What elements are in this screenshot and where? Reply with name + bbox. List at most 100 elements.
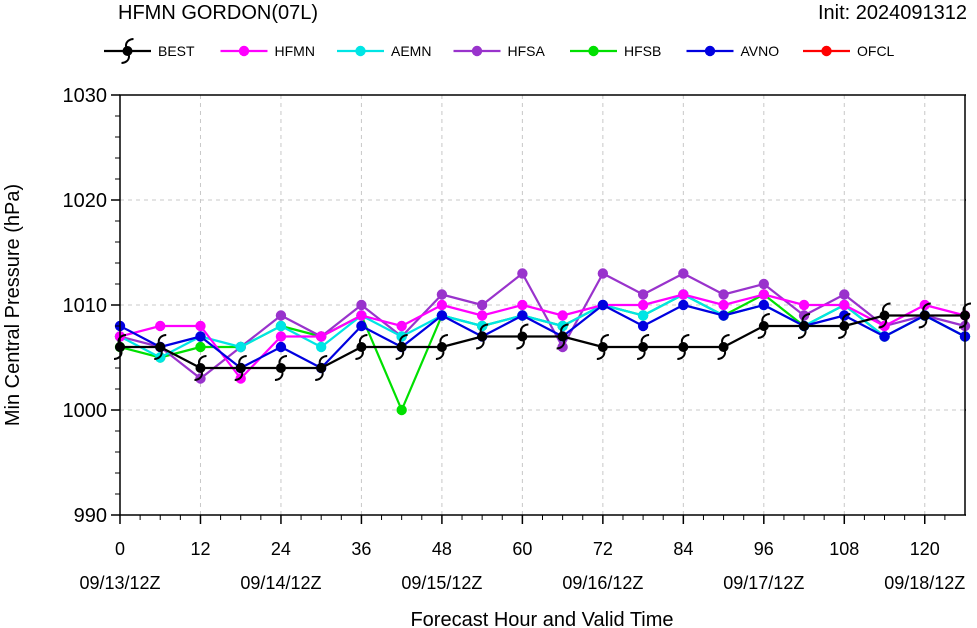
y-tick-label: 1000 (63, 400, 108, 422)
y-tick-label: 1010 (63, 295, 108, 317)
x-date-label: 09/15/12Z (401, 573, 482, 593)
legend-marker-best (121, 38, 134, 64)
x-tick-label: 48 (432, 539, 452, 559)
y-tick-label: 1030 (63, 85, 108, 107)
best-track-marker (677, 334, 690, 360)
legend-label-ofcl: OFCL (857, 43, 895, 59)
legend-label-hfmn: HFMN (275, 43, 315, 59)
best-track-marker (918, 302, 931, 329)
data-point-hfmn (517, 299, 528, 311)
data-point-hfmn (356, 310, 367, 321)
data-point-avno (597, 299, 609, 311)
y-tick-label: 1020 (63, 190, 108, 212)
legend-item-hfmn: HFMN (220, 43, 315, 59)
legend-item-ofcl: OFCL (803, 43, 895, 59)
legend-label-best: BEST (158, 43, 195, 59)
data-point-hfsa (356, 299, 367, 311)
legend-item-avno: AVNO (686, 43, 779, 59)
data-point-hfmn (476, 310, 488, 321)
x-tick-label: 84 (673, 539, 693, 559)
legend-item-hfsb: HFSB (570, 43, 661, 59)
data-point-avno (718, 310, 729, 321)
data-point-hfmn (798, 299, 810, 311)
axes: 990 1000 1010 1020 1030 0 12 24 36 48 60 72 84 96 108 1… (63, 85, 966, 593)
legend-marker-hfmn (238, 45, 250, 57)
chart-title: HFMN GORDON(07L) (118, 2, 318, 24)
best-track-marker (596, 334, 609, 360)
best-track-marker (556, 323, 569, 350)
best-track-marker (355, 334, 368, 360)
best-track-marker (154, 334, 167, 360)
best-track-marker (435, 334, 448, 360)
data-point-hfsa (436, 289, 448, 300)
data-point-hfsa (517, 268, 528, 279)
legend-item-hfsa: HFSA (453, 43, 546, 59)
data-point-hfsa (476, 299, 488, 311)
data-point-aemn (235, 341, 246, 353)
series-layer (113, 268, 972, 416)
data-point-aemn (315, 341, 327, 353)
x-date-label: 09/13/12Z (79, 573, 160, 593)
data-point-hfmn (678, 289, 689, 300)
data-point-aemn (275, 320, 287, 332)
best-track-marker (717, 334, 730, 360)
best-track-marker (274, 355, 288, 381)
best-track-marker (757, 313, 770, 339)
data-point-hfmn (436, 299, 448, 311)
data-point-hfmn (637, 299, 649, 311)
best-track-marker (395, 334, 408, 360)
legend-label-aemn: AEMN (391, 43, 431, 59)
x-date-label: 09/14/12Z (240, 573, 321, 593)
data-point-hfsa (839, 289, 850, 300)
x-tick-label: 60 (512, 539, 532, 559)
data-point-hfsa (678, 268, 689, 279)
data-point-hfmn (718, 299, 729, 311)
legend-marker-ofcl (821, 45, 832, 57)
best-track-marker (194, 355, 207, 381)
data-point-avno (637, 320, 649, 332)
x-tick-label: 108 (829, 539, 859, 559)
y-axis-label: Min Central Pressure (hPa) (2, 184, 24, 426)
series-line-best (120, 314, 965, 370)
x-tick-label: 120 (910, 539, 940, 559)
data-point-hfsa (275, 310, 287, 321)
data-point-hfmn (557, 310, 568, 321)
best-track-marker (516, 323, 529, 350)
data-point-avno (195, 331, 206, 342)
series-line-avno (119, 303, 966, 370)
data-point-hfsa (718, 289, 729, 300)
data-point-avno (356, 320, 367, 332)
x-tick-label: 36 (351, 539, 371, 559)
x-axis-label: Forecast Hour and Valid Time (410, 609, 673, 628)
x-tick-label: 96 (754, 539, 774, 559)
y-tick-label: 990 (74, 505, 107, 527)
x-date-label: 09/17/12Z (723, 573, 804, 593)
best-track-marker (476, 323, 489, 350)
x-date-label: 09/16/12Z (562, 573, 643, 593)
legend: BEST HFMN AEMN HFSA HFSB AVNO OFCL (104, 38, 895, 64)
data-point-avno (517, 310, 528, 321)
best-track-marker (315, 355, 328, 381)
data-point-hfsb (195, 341, 206, 353)
legend-marker-aemn (355, 45, 366, 57)
data-point-hfsa (597, 268, 609, 279)
x-tick-label: 0 (115, 539, 125, 559)
data-point-avno (678, 299, 689, 311)
data-point-hfmn (758, 289, 770, 300)
x-date-label: 09/18/12Z (884, 573, 965, 593)
data-point-hfmn (839, 299, 850, 311)
data-point-aemn (637, 310, 649, 321)
legend-item-best: BEST (104, 38, 195, 64)
x-tick-label: 24 (271, 539, 291, 559)
legend-label-hfsb: HFSB (624, 43, 661, 59)
series-line-aemn (119, 293, 966, 359)
data-point-hfmn (396, 320, 407, 332)
data-point-hfmn (275, 331, 287, 342)
x-tick-label: 12 (190, 539, 210, 559)
legend-label-hfsa: HFSA (508, 43, 546, 59)
data-point-hfmn (315, 331, 327, 342)
data-point-hfmn (155, 320, 166, 332)
legend-marker-hfsb (588, 45, 599, 57)
data-point-hfsa (637, 289, 649, 300)
